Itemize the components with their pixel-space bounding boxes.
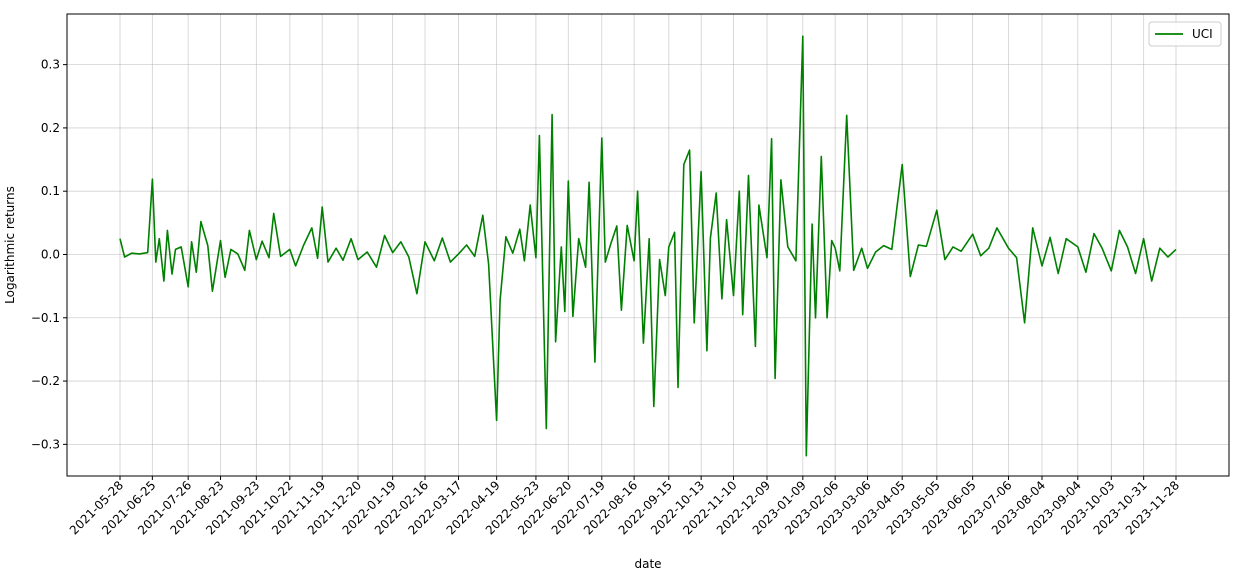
x-axis-label: date <box>634 557 661 570</box>
plot-frame <box>66 13 1230 477</box>
legend-box <box>1148 21 1222 47</box>
y-tick-label: −0.1 <box>31 311 60 325</box>
y-tick-label: −0.2 <box>31 374 60 388</box>
y-axis-ticks: −0.3 −0.2 −0.1 0.0 0.1 0.2 0.3 <box>31 58 67 451</box>
y-tick-label: 0.2 <box>41 121 60 135</box>
series-group <box>119 35 1177 457</box>
legend: UCI <box>1148 21 1222 47</box>
y-tick-label: −0.3 <box>31 437 60 451</box>
y-axis-label: Logarithmic returns <box>3 186 17 304</box>
y-tick-label: 0.3 <box>41 58 60 72</box>
y-tick-label: 0.1 <box>41 184 60 198</box>
y-tick-label: 0.0 <box>41 247 60 261</box>
legend-label: UCI <box>1192 27 1213 41</box>
series-line-uci <box>119 35 1177 457</box>
